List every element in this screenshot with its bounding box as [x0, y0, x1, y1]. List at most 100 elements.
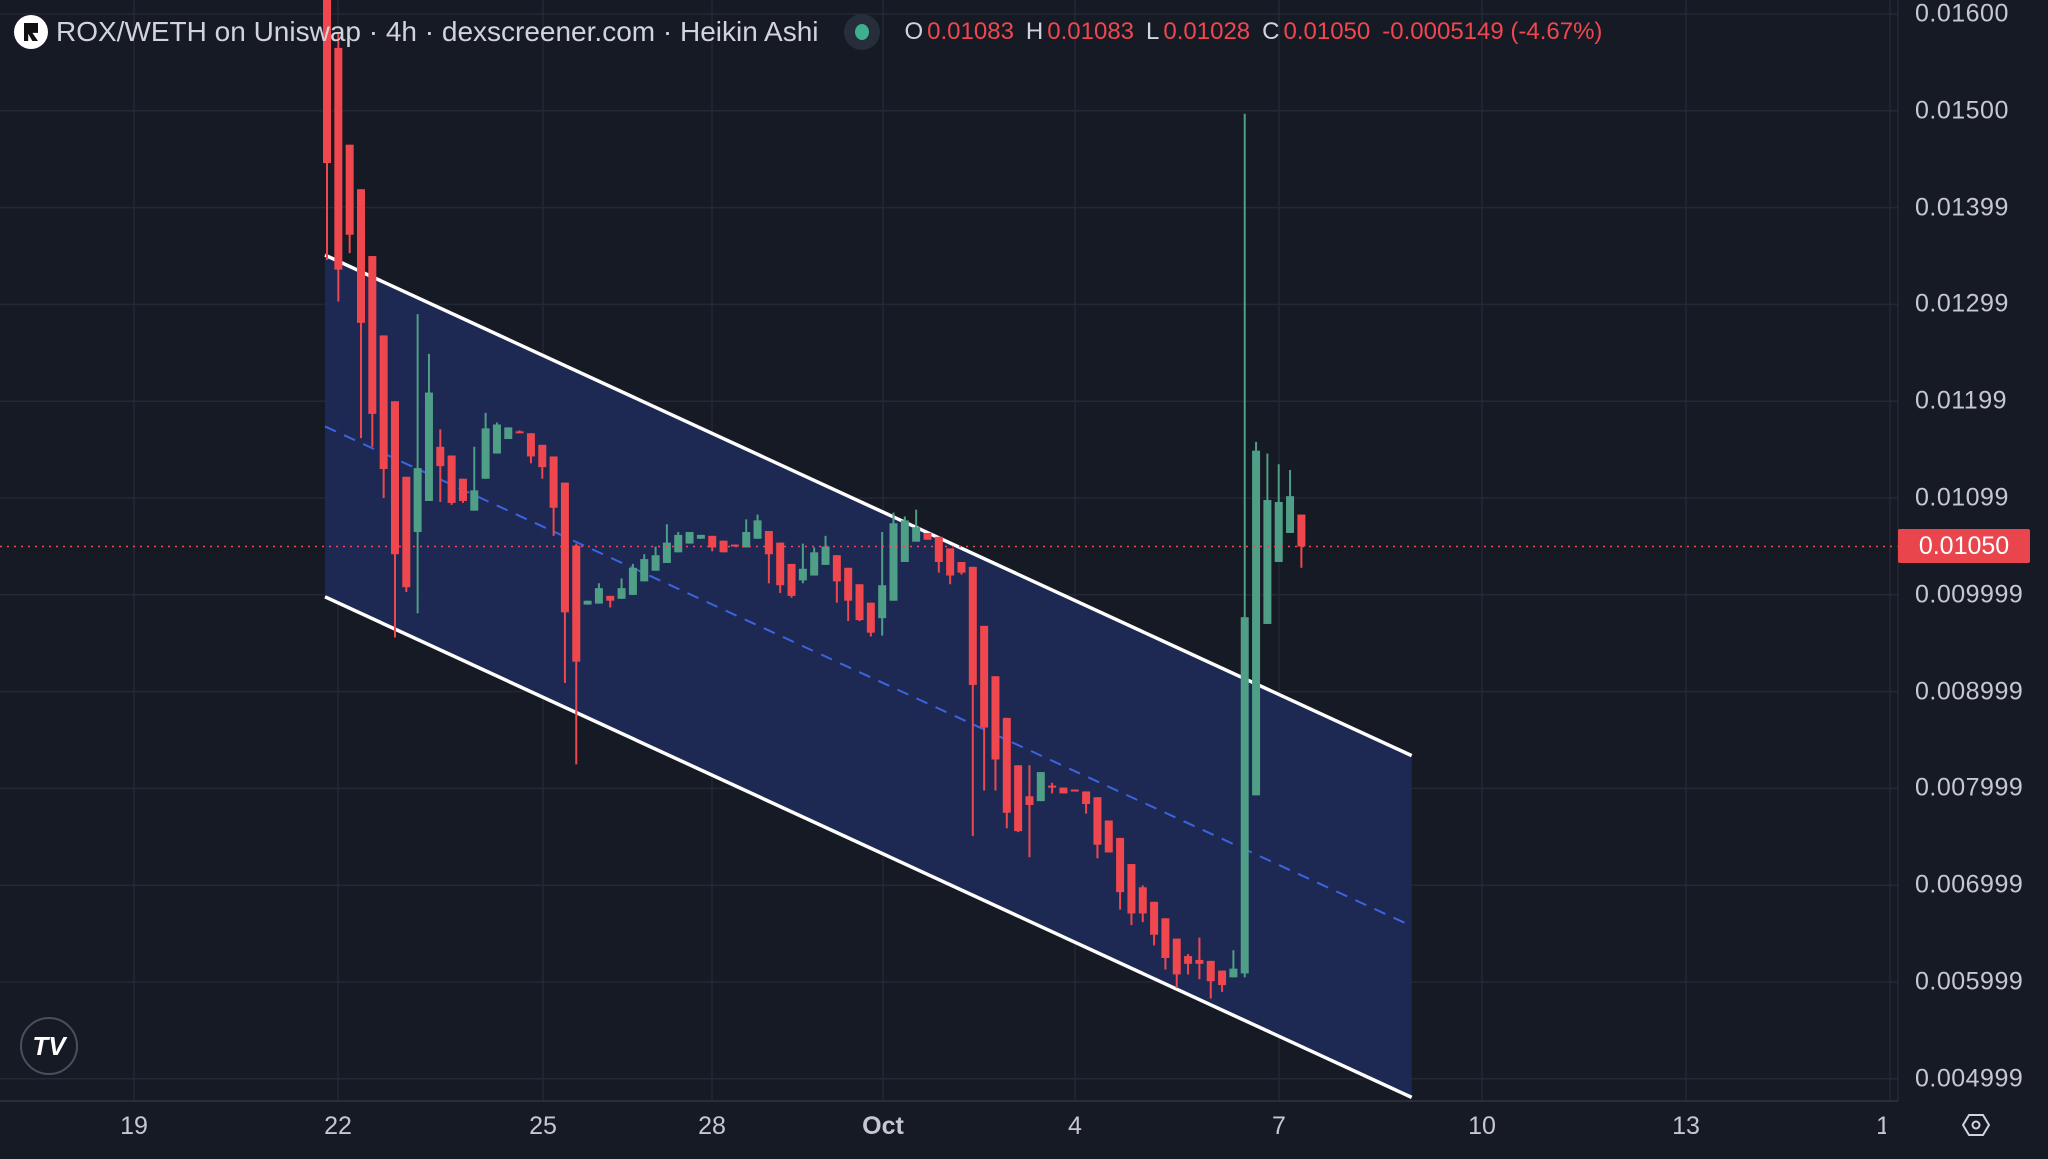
candle[interactable] — [1240, 113, 1249, 978]
candle[interactable] — [390, 401, 399, 638]
candle[interactable] — [742, 519, 751, 548]
candle[interactable] — [946, 548, 955, 585]
candle[interactable] — [866, 602, 875, 637]
candle[interactable] — [889, 512, 898, 601]
candle[interactable] — [1286, 470, 1295, 533]
candle[interactable] — [753, 514, 762, 539]
candle[interactable] — [1297, 514, 1306, 568]
candle[interactable] — [640, 554, 649, 582]
candle[interactable] — [1116, 837, 1125, 910]
candle[interactable] — [323, 0, 331, 260]
candle[interactable] — [991, 676, 1000, 791]
candle[interactable] — [934, 536, 943, 573]
candle[interactable] — [345, 144, 354, 254]
candle[interactable] — [708, 535, 717, 552]
candle[interactable] — [1138, 885, 1147, 923]
candle[interactable] — [968, 566, 977, 836]
candle[interactable] — [356, 189, 365, 439]
candle[interactable] — [413, 314, 422, 614]
candle[interactable] — [1252, 441, 1261, 796]
candle[interactable] — [776, 542, 785, 593]
current-price-tag: 0.01050 — [1898, 529, 2030, 564]
candle[interactable] — [1014, 765, 1023, 833]
candle[interactable] — [730, 544, 739, 547]
candle[interactable] — [832, 555, 841, 603]
candle[interactable] — [844, 567, 853, 622]
candle[interactable] — [458, 478, 467, 503]
candle[interactable] — [617, 578, 626, 599]
candle[interactable] — [1093, 797, 1102, 859]
candle[interactable] — [1036, 772, 1045, 802]
candle[interactable] — [481, 412, 490, 479]
candle[interactable] — [515, 430, 524, 434]
candle[interactable] — [685, 531, 694, 544]
channel-upper-line[interactable] — [324, 253, 1413, 758]
candle-body — [1104, 820, 1113, 853]
candle[interactable] — [1218, 970, 1227, 992]
candle[interactable] — [1263, 453, 1272, 624]
candle[interactable] — [368, 256, 377, 447]
channel-middle-line[interactable] — [324, 425, 1413, 927]
candle[interactable] — [878, 531, 887, 636]
candle[interactable] — [436, 429, 445, 502]
candle[interactable] — [504, 427, 513, 440]
candle[interactable] — [1025, 765, 1034, 858]
candle[interactable] — [1059, 787, 1068, 794]
candle[interactable] — [1082, 791, 1091, 814]
candle[interactable] — [651, 546, 660, 571]
candle[interactable] — [787, 563, 796, 598]
candle[interactable] — [900, 516, 909, 562]
candle[interactable] — [538, 444, 547, 479]
candle[interactable] — [1070, 789, 1079, 792]
candle[interactable] — [855, 584, 864, 622]
candle[interactable] — [402, 476, 411, 593]
candle[interactable] — [560, 482, 569, 684]
parallel-channel-drawing[interactable] — [324, 253, 1413, 1099]
candle[interactable] — [1048, 782, 1057, 794]
candle[interactable] — [1127, 864, 1136, 926]
candle[interactable] — [1206, 960, 1215, 999]
candle[interactable] — [821, 535, 830, 565]
candle[interactable] — [662, 524, 671, 563]
tradingview-logo[interactable]: TV — [20, 1017, 78, 1075]
candle[interactable] — [526, 433, 535, 464]
candle[interactable] — [549, 456, 558, 536]
candle[interactable] — [1172, 938, 1181, 988]
candle[interactable] — [1229, 950, 1238, 978]
candle[interactable] — [957, 561, 966, 575]
candle[interactable] — [1161, 918, 1170, 970]
candles[interactable] — [323, 0, 1306, 999]
candle[interactable] — [583, 600, 592, 605]
candle[interactable] — [1150, 901, 1159, 946]
candle[interactable] — [447, 455, 456, 505]
candle[interactable] — [1184, 954, 1193, 975]
candle[interactable] — [492, 422, 501, 454]
candle[interactable] — [810, 547, 819, 576]
candle[interactable] — [606, 595, 615, 608]
candle[interactable] — [424, 353, 433, 501]
price-axis[interactable]: 0.01600 0.01500 0.01399 0.01299 0.01199 0.010… — [1898, 0, 2048, 1101]
candle[interactable] — [379, 335, 388, 499]
eye-settings-icon[interactable] — [1962, 1114, 1990, 1136]
market-open-dot-icon[interactable] — [844, 14, 881, 50]
candle[interactable] — [1195, 937, 1204, 980]
candle[interactable] — [1002, 717, 1011, 829]
candle[interactable] — [696, 534, 705, 539]
candle[interactable] — [719, 540, 728, 553]
channel-lower-line[interactable] — [324, 595, 1413, 1099]
candle[interactable] — [334, 33, 343, 302]
candle[interactable] — [1274, 464, 1283, 562]
candle[interactable] — [594, 583, 603, 604]
candle[interactable] — [980, 625, 989, 791]
symbol-title[interactable]: ROX/WETH on Uniswap · 4h · dexscreener.c… — [56, 16, 819, 47]
candle[interactable] — [470, 446, 479, 511]
candle[interactable] — [912, 509, 921, 542]
candle[interactable] — [628, 563, 637, 595]
candle[interactable] — [923, 532, 932, 540]
candle[interactable] — [572, 543, 581, 765]
candle[interactable] — [674, 531, 683, 553]
candle[interactable] — [798, 543, 807, 584]
candle[interactable] — [1104, 820, 1113, 853]
candle[interactable] — [764, 531, 773, 584]
